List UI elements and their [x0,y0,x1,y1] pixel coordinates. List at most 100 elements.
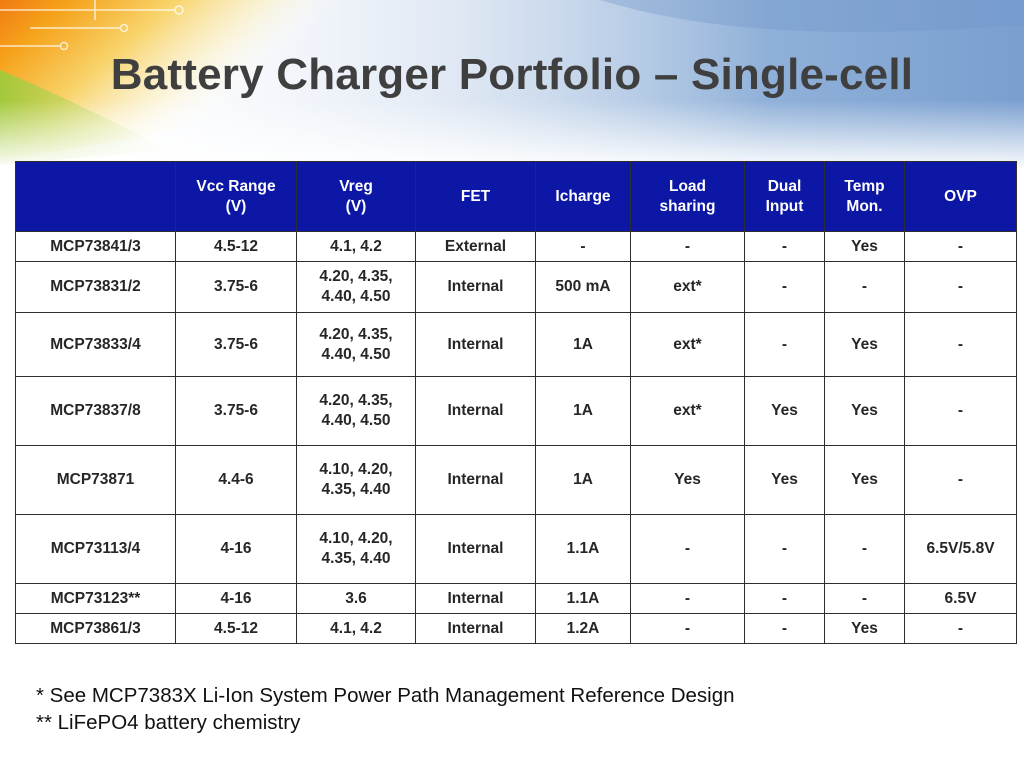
cell-dual-input: - [744,231,825,262]
cell-load-sharing: - [630,514,745,584]
cell-temp-mon: - [824,583,905,614]
table-row: MCP73861/3 4.5-12 4.1, 4.2 Internal 1.2A - - Ye… [15,613,1017,644]
cell-ovp: - [904,312,1017,377]
cell-vcc-range: 3.75-6 [175,376,297,446]
table-row: MCP73833/4 3.75-6 4.20, 4.35, 4.40, 4.50 In… [15,312,1017,377]
cell-icharge: - [535,231,631,262]
cell-temp-mon: - [824,261,905,313]
column-header-line: (V) [345,197,367,215]
cell-part-number: MCP73123** [15,583,176,614]
cell-vcc-range: 3.75-6 [175,312,297,377]
cell-dual-input: - [744,312,825,377]
table-row: MCP73831/2 3.75-6 4.20, 4.35, 4.40, 4.50 In… [15,261,1017,313]
cell-ovp: - [904,445,1017,515]
column-header-line: (V) [225,197,247,215]
cell-vreg: 4.20, 4.35, 4.40, 4.50 [296,312,416,377]
column-header-vcc-range: Vcc Range (V) [175,161,297,232]
cell-load-sharing: ext* [630,261,745,313]
cell-part-number: MCP73831/2 [15,261,176,313]
column-header-line: OVP [944,187,977,205]
charger-portfolio-table: Vcc Range (V) Vreg (V) FET Icharge Load sharing… [15,161,1017,644]
column-header-vreg: Vreg (V) [296,161,416,232]
cell-temp-mon: Yes [824,231,905,262]
cell-part-number: MCP73113/4 [15,514,176,584]
cell-ovp: - [904,613,1017,644]
cell-vcc-range: 4.5-12 [175,613,297,644]
cell-part-number: MCP73833/4 [15,312,176,377]
table-row: MCP73113/4 4-16 4.10, 4.20, 4.35, 4.40 Inte… [15,514,1017,584]
cell-temp-mon: Yes [824,312,905,377]
column-header-load-sharing: Load sharing [630,161,745,232]
cell-dual-input: - [744,514,825,584]
cell-load-sharing: - [630,613,745,644]
footnote-power-path: * See MCP7383X Li-Ion System Power Path … [36,684,735,707]
column-header-dual-input: Dual Input [744,161,825,232]
cell-icharge: 1A [535,376,631,446]
cell-vcc-range: 4.5-12 [175,231,297,262]
cell-fet: External [415,231,536,262]
footnote-lifepo4: ** LiFePO4 battery chemistry [36,711,301,734]
footnotes: * See MCP7383X Li-Ion System Power Path … [36,682,735,736]
cell-icharge: 1A [535,445,631,515]
column-header-ovp: OVP [904,161,1017,232]
cell-icharge: 1.1A [535,514,631,584]
column-header-line: FET [460,187,491,205]
cell-temp-mon: Yes [824,445,905,515]
column-header-line: Temp [844,177,885,195]
cell-fet: Internal [415,514,536,584]
cell-ovp: - [904,261,1017,313]
column-header-line: Vcc Range [196,177,276,195]
table-row: MCP73123** 4-16 3.6 Internal 1.1A - - -6.5V [15,583,1017,614]
cell-load-sharing: ext* [630,376,745,446]
cell-vcc-range: 4-16 [175,514,297,584]
table-header-row: Vcc Range (V) Vreg (V) FET Icharge Load sharing… [15,161,1017,232]
cell-vreg: 4.20, 4.35, 4.40, 4.50 [296,376,416,446]
cell-fet: Internal [415,613,536,644]
column-header-line: Vreg [339,177,373,195]
column-header-fet: FET [415,161,536,232]
cell-vreg: 4.10, 4.20, 4.35, 4.40 [296,514,416,584]
cell-ovp: - [904,231,1017,262]
cell-load-sharing: - [630,231,745,262]
cell-load-sharing: Yes [630,445,745,515]
column-header-line: Mon. [846,197,883,215]
table-row: MCP73841/3 4.5-12 4.1, 4.2 External - - - Yes - [15,231,1017,262]
cell-dual-input: - [744,261,825,313]
cell-vreg: 4.10, 4.20, 4.35, 4.40 [296,445,416,515]
cell-ovp: 6.5V [904,583,1017,614]
slide-title: Battery Charger Portfolio – Single-cell [110,50,914,99]
cell-temp-mon: Yes [824,613,905,644]
table-row: MCP73871 4.4-6 4.10, 4.20, 4.35, 4.40 Inter… [15,445,1017,515]
cell-fet: Internal [415,261,536,313]
column-header-line: Input [765,197,804,215]
cell-vreg: 4.1, 4.2 [296,231,416,262]
cell-vreg: 4.20, 4.35, 4.40, 4.50 [296,261,416,313]
column-header-line: sharing [659,197,716,215]
cell-part-number: MCP73871 [15,445,176,515]
cell-vcc-range: 3.75-6 [175,261,297,313]
cell-icharge: 1.2A [535,613,631,644]
cell-vreg: 4.1, 4.2 [296,613,416,644]
column-header-icharge: Icharge [535,161,631,232]
table-row: MCP73837/8 3.75-6 4.20, 4.35, 4.40, 4.50 In… [15,376,1017,446]
cell-dual-input: - [744,613,825,644]
cell-ovp: - [904,376,1017,446]
cell-part-number: MCP73861/3 [15,613,176,644]
cell-fet: Internal [415,445,536,515]
cell-fet: Internal [415,312,536,377]
cell-part-number: MCP73837/8 [15,376,176,446]
cell-dual-input: - [744,583,825,614]
cell-fet: Internal [415,583,536,614]
cell-vcc-range: 4-16 [175,583,297,614]
column-header-temp-mon: Temp Mon. [824,161,905,232]
column-header-line: Icharge [555,187,611,205]
cell-temp-mon: - [824,514,905,584]
cell-icharge: 1A [535,312,631,377]
cell-icharge: 1.1A [535,583,631,614]
cell-dual-input: Yes [744,376,825,446]
cell-fet: Internal [415,376,536,446]
cell-part-number: MCP73841/3 [15,231,176,262]
cell-load-sharing: ext* [630,312,745,377]
cell-vcc-range: 4.4-6 [175,445,297,515]
